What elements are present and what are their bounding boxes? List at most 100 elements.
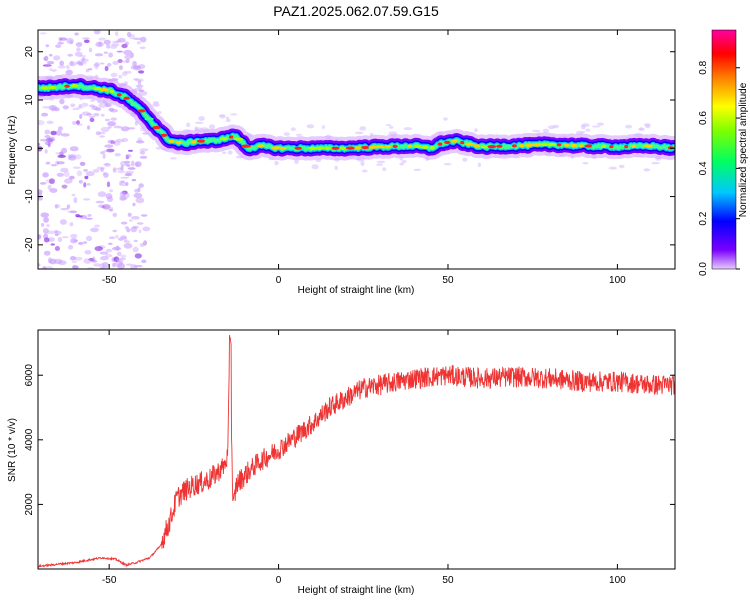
- noise-speck: [53, 55, 61, 61]
- noise-speck: [121, 192, 129, 195]
- ridge-hotspot: [241, 144, 251, 148]
- noise-speck: [59, 37, 68, 41]
- noise-speck: [103, 51, 108, 54]
- noise-speck: [359, 126, 367, 131]
- noise-speck: [43, 237, 50, 243]
- noise-speck: [139, 243, 145, 247]
- noise-speck: [99, 62, 105, 65]
- noise-speck: [42, 266, 47, 269]
- noise-speck: [95, 131, 101, 136]
- noise-speck: [130, 52, 134, 58]
- noise-speck: [618, 164, 625, 169]
- ridge-hotspot: [219, 137, 228, 141]
- colorbar-tick-label: 0.4: [698, 161, 709, 175]
- x-tick-label: 0: [276, 575, 282, 586]
- noise-speck: [78, 180, 83, 184]
- ridge-hotspot: [191, 140, 197, 144]
- noise-speck: [112, 60, 119, 65]
- ridge-hotspot: [660, 145, 667, 149]
- noise-speck: [110, 43, 120, 47]
- noise-speck: [108, 52, 113, 58]
- ridge-hotspot: [437, 142, 443, 146]
- noise-speck: [531, 129, 541, 133]
- noise-speck: [104, 144, 114, 148]
- ridge-hotspot: [280, 146, 287, 150]
- noise-speck: [115, 245, 120, 251]
- noise-speck: [79, 55, 87, 58]
- ridge-hotspot: [160, 133, 168, 137]
- noise-speck: [123, 236, 128, 242]
- ridge-hotspot: [204, 139, 214, 143]
- noise-speck: [120, 126, 130, 132]
- noise-speck: [67, 53, 74, 57]
- noise-speck: [120, 180, 125, 183]
- ridge-hotspot: [47, 86, 57, 90]
- noise-speck: [50, 243, 55, 246]
- noise-speck: [75, 213, 81, 217]
- noise-speck: [132, 202, 136, 207]
- noise-speck: [194, 121, 204, 125]
- noise-speck: [138, 183, 144, 188]
- noise-speck: [382, 167, 387, 171]
- noise-speck: [39, 182, 47, 185]
- ridge-hotspot: [130, 102, 138, 107]
- noise-speck: [61, 236, 69, 239]
- noise-speck: [120, 176, 130, 179]
- noise-speck: [69, 222, 74, 227]
- noise-speck: [139, 36, 147, 43]
- noise-speck: [68, 244, 74, 250]
- noise-speck: [388, 126, 394, 129]
- noise-speck: [157, 111, 162, 114]
- noise-speck: [218, 114, 226, 117]
- noise-speck: [542, 128, 550, 133]
- ridge-hotspot: [308, 146, 318, 150]
- ridge-hotspot: [368, 145, 377, 149]
- noise-speck: [57, 154, 66, 158]
- noise-speck: [106, 148, 115, 153]
- ridge-hotspot: [652, 144, 660, 148]
- noise-speck: [55, 152, 62, 155]
- ridge-hotspot: [464, 142, 475, 146]
- noise-speck: [125, 153, 132, 159]
- noise-speck: [552, 124, 560, 129]
- ridge-hotspot: [525, 143, 534, 147]
- noise-speck: [49, 188, 58, 193]
- noise-speck: [125, 170, 134, 175]
- ridge-hotspot: [579, 144, 584, 148]
- ridge-hotspot: [302, 146, 309, 150]
- noise-speck: [115, 235, 119, 239]
- noise-speck: [125, 182, 129, 186]
- ridge-hotspot: [250, 145, 257, 149]
- noise-speck: [99, 266, 109, 269]
- noise-speck: [79, 61, 84, 66]
- colorbar-tick-label: 0.2: [698, 211, 709, 225]
- noise-speck: [54, 233, 59, 237]
- noise-speck: [124, 54, 132, 60]
- noise-speck: [57, 65, 66, 69]
- ridge-hotspot: [79, 84, 85, 89]
- noise-speck: [69, 61, 77, 67]
- noise-speck: [102, 204, 111, 210]
- noise-speck: [108, 208, 113, 212]
- ridge-hotspot: [85, 86, 94, 90]
- noise-speck: [109, 189, 113, 193]
- noise-speck: [127, 127, 136, 130]
- noise-speck: [97, 191, 107, 198]
- noise-speck: [128, 34, 136, 40]
- noise-speck: [124, 173, 133, 177]
- noise-speck: [42, 57, 46, 61]
- noise-speck: [116, 39, 122, 44]
- noise-speck: [44, 149, 48, 154]
- noise-speck: [638, 127, 645, 131]
- ridge-hotspot: [609, 145, 614, 149]
- ridge-hotspot: [286, 146, 296, 150]
- noise-speck: [77, 123, 83, 126]
- noise-speck: [136, 222, 144, 225]
- noise-speck: [170, 157, 177, 160]
- noise-speck: [55, 130, 63, 136]
- ridge-hotspot: [168, 139, 175, 143]
- noise-speck: [143, 240, 148, 246]
- noise-speck: [133, 78, 139, 81]
- noise-speck: [113, 125, 123, 129]
- noise-speck: [45, 63, 51, 68]
